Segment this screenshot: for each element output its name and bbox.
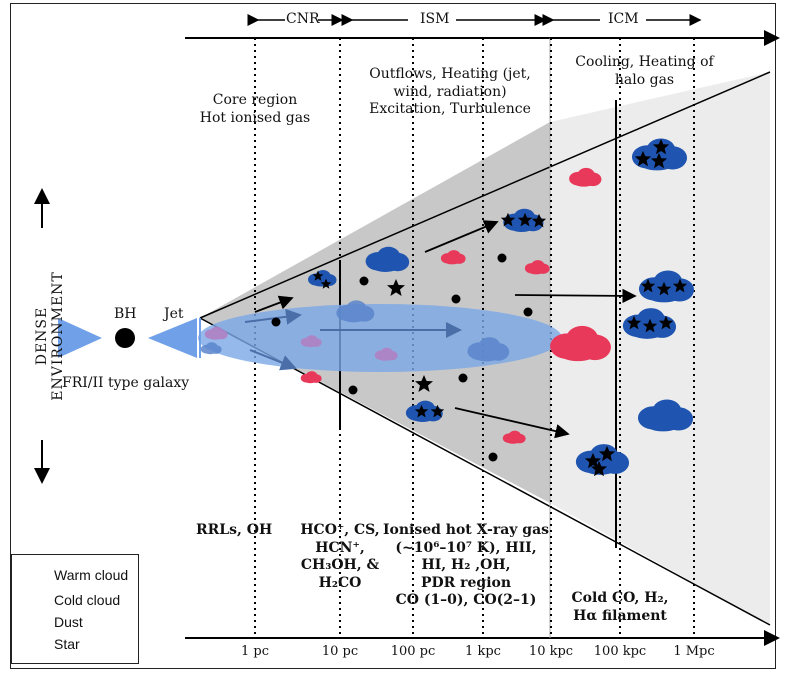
tick-1mpc: 1 Mpc <box>673 644 715 659</box>
icm-processes-label: Cooling, Heating of halo gas <box>575 54 714 88</box>
legend-star: Star <box>54 636 80 652</box>
left-jet-cone <box>58 318 102 358</box>
bh-label: BH <box>114 306 137 322</box>
molecules-icm: Cold CO, H₂, Hα filament <box>571 590 669 624</box>
tick-1pc: 1 pc <box>240 644 270 659</box>
molecules-10pc: HCO⁺, CS, HCN⁺, CH₃OH, & H₂CO <box>300 522 380 591</box>
tick-100pc: 100 pc <box>390 644 436 659</box>
tick-100kpc: 100 kpc <box>593 644 647 659</box>
core-region-label: Core region Hot ionised gas <box>199 92 311 126</box>
environment-label: DENSE ENVIRONMENT <box>34 271 66 401</box>
dust-particles <box>271 253 533 462</box>
molecules-1pc: RRLs, OH <box>196 522 273 538</box>
tick-10kpc: 10 kpc <box>528 644 574 659</box>
icm-band <box>550 72 770 625</box>
region-ism: ISM <box>420 11 450 27</box>
tick-10pc: 10 pc <box>321 644 359 659</box>
region-cnr: CNR <box>286 11 320 27</box>
legend-warm-cloud: Warm cloud <box>54 567 129 583</box>
jet-lobe <box>198 304 562 372</box>
legend-dust: Dust <box>54 614 83 630</box>
jet-label: Jet <box>164 306 184 322</box>
tick-1kpc: 1 kpc <box>465 644 501 659</box>
legend-cold-cloud: Cold cloud <box>54 592 121 608</box>
molecules-ism: Ionised hot X-ray gas (~10⁶–10⁷ K), HII, … <box>382 522 550 608</box>
galaxy-type-label: FRI/II type galaxy <box>62 375 190 391</box>
region-icm: ICM <box>608 11 639 27</box>
figure-frame <box>10 3 776 669</box>
legend: Warm cloud Cold cloud Dust Star <box>11 554 139 664</box>
right-jet-cone <box>148 318 197 358</box>
ism-processes-label: Outflows, Heating (jet, wind, radiation) E… <box>369 66 531 117</box>
black-hole <box>115 328 135 348</box>
